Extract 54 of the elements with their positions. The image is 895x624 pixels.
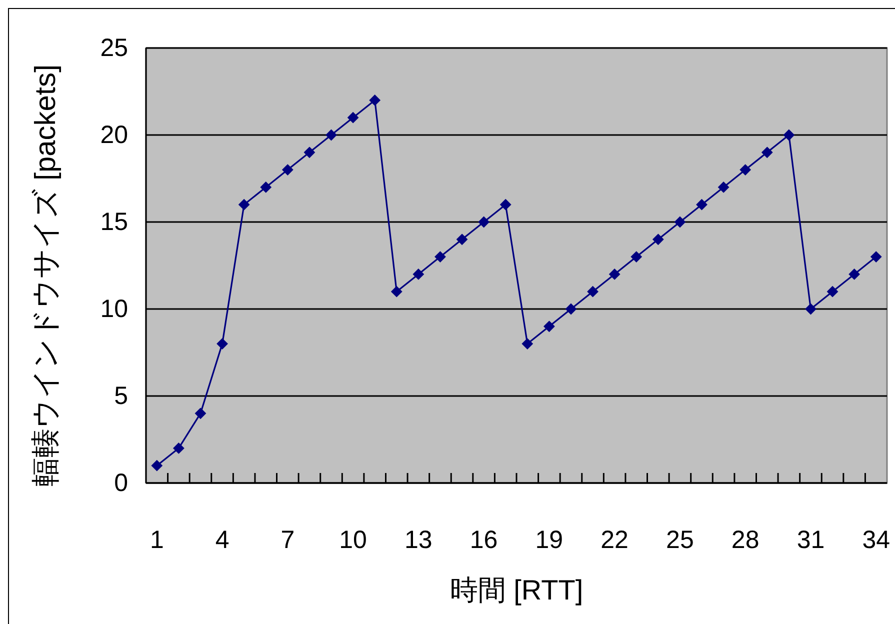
point: [762, 146, 773, 158]
x-tick-label: 19: [535, 526, 564, 554]
point: [456, 234, 468, 245]
point: [194, 408, 206, 419]
x-tick-label: 13: [404, 526, 432, 554]
point: [500, 199, 512, 210]
point: [478, 216, 490, 228]
y-tick-label: 15: [100, 208, 128, 236]
point: [696, 199, 708, 210]
point: [282, 164, 294, 176]
x-tick-label: 22: [600, 526, 628, 554]
point: [565, 304, 576, 314]
x-tick-label: 34: [862, 526, 890, 554]
point: [674, 216, 686, 228]
point: [870, 251, 882, 262]
point: [391, 286, 402, 298]
point: [151, 460, 162, 472]
x-tick-label: 1: [150, 526, 164, 554]
x-tick-label: 10: [339, 526, 367, 554]
point: [348, 112, 359, 124]
point: [326, 130, 337, 140]
x-tick-label: 7: [280, 526, 295, 554]
point: [848, 268, 860, 280]
x-tick-label: 31: [796, 526, 825, 554]
point: [544, 320, 555, 332]
point: [304, 146, 315, 158]
point: [718, 182, 730, 193]
y-tick-label: 25: [100, 34, 128, 62]
y-tick-label: 10: [100, 295, 128, 323]
y-axis-title: 輻輳ウインドウサイズ [packets]: [30, 64, 62, 487]
point: [434, 251, 446, 262]
point: [173, 442, 184, 454]
x-tick-label: 28: [731, 526, 760, 554]
point: [412, 268, 424, 280]
point: [652, 234, 664, 245]
point: [630, 251, 642, 262]
x-tick-label: 4: [215, 526, 230, 554]
x-axis-title: 時間 [RTT]: [450, 574, 584, 606]
point: [740, 164, 751, 176]
point: [827, 286, 838, 298]
point: [805, 304, 816, 314]
point: [238, 199, 250, 210]
y-tick-label: 0: [114, 469, 128, 497]
point: [260, 182, 272, 193]
y-tick-label: 20: [100, 121, 128, 149]
x-tick-label: 16: [470, 526, 498, 554]
point: [522, 338, 533, 350]
point: [609, 268, 620, 280]
point: [587, 286, 598, 298]
point: [216, 338, 228, 350]
y-tick-label: 5: [114, 382, 128, 410]
point: [783, 130, 794, 140]
point: [369, 94, 380, 106]
x-tick-label: 25: [666, 526, 694, 554]
